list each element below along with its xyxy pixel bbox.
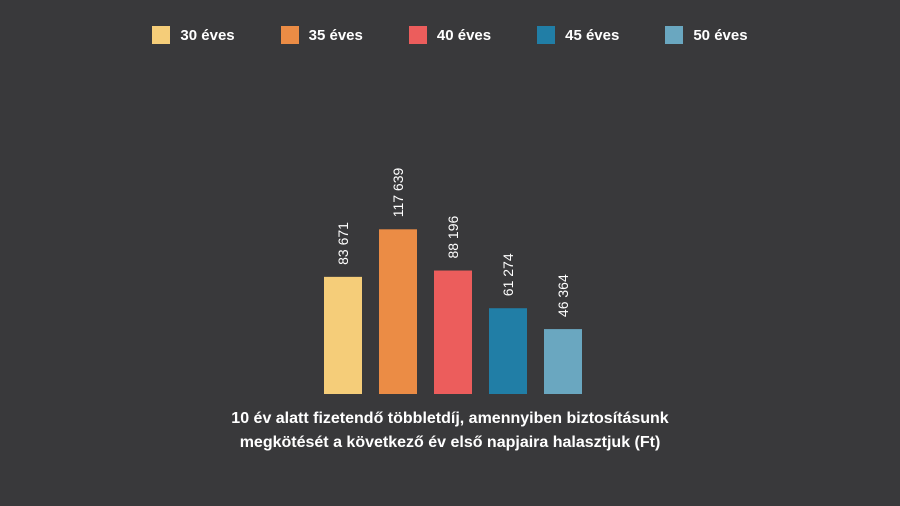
data-label-2: 88 196 bbox=[445, 215, 461, 258]
data-label-4: 46 364 bbox=[555, 274, 571, 317]
bar-0 bbox=[324, 276, 362, 394]
legend-swatch bbox=[537, 26, 556, 44]
legend-item: 40 éves bbox=[408, 26, 492, 44]
legend-label: 45 éves bbox=[565, 26, 620, 44]
bar-4 bbox=[544, 329, 582, 394]
legend-item: 50 éves bbox=[665, 26, 748, 44]
legend-label: 30 éves bbox=[180, 26, 235, 44]
legend-swatch bbox=[280, 26, 299, 44]
legend-swatch bbox=[408, 26, 427, 44]
caption-line-2: megkötését a következő év első napjaira … bbox=[239, 434, 661, 451]
legend-label: 35 éves bbox=[308, 26, 363, 44]
legend-item: 30 éves bbox=[152, 26, 235, 44]
data-label-1: 117 639 bbox=[390, 168, 406, 218]
legend-label: 40 éves bbox=[436, 26, 492, 44]
bar-2 bbox=[434, 270, 472, 394]
bar-1 bbox=[379, 229, 417, 394]
data-label-3: 61 274 bbox=[500, 253, 516, 296]
legend-swatch bbox=[152, 26, 171, 44]
legend-item: 35 éves bbox=[280, 26, 363, 44]
chart-caption: 10 év alatt fizetendő többletdíj, amenny… bbox=[0, 407, 900, 455]
legend-label: 50 éves bbox=[693, 26, 748, 44]
chart-legend: 30 éves 35 éves 40 éves 45 éves 50 éves bbox=[0, 26, 900, 44]
caption-line-1: 10 év alatt fizetendő többletdíj, amenny… bbox=[231, 410, 669, 427]
legend-item: 45 éves bbox=[537, 26, 619, 44]
data-label-0: 83 671 bbox=[335, 222, 351, 265]
legend-swatch bbox=[665, 26, 684, 44]
bar-3 bbox=[489, 308, 527, 394]
